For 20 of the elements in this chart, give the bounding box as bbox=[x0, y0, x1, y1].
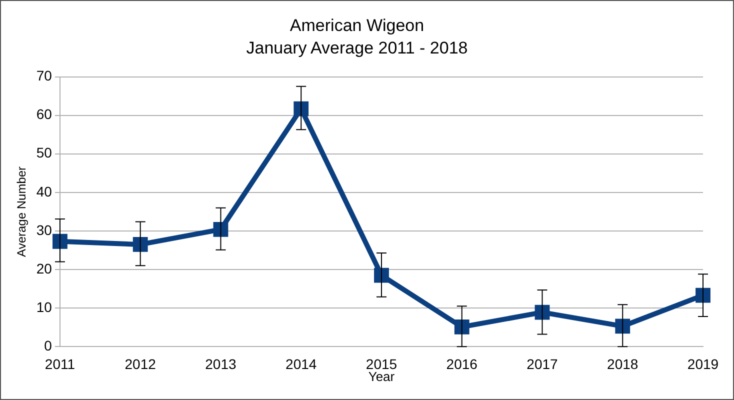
point bbox=[294, 101, 309, 116]
y-tick-label: 70 bbox=[36, 68, 52, 84]
x-tick-label: 2012 bbox=[124, 356, 156, 372]
y-tick-label: 20 bbox=[36, 260, 52, 276]
y-tick-label: 40 bbox=[36, 183, 52, 200]
chart-title: American Wigeon bbox=[290, 16, 424, 35]
y-tick-label: 50 bbox=[36, 144, 52, 161]
x-tick-label: 2011 bbox=[44, 356, 76, 372]
y-axis-title: Average Number bbox=[14, 166, 29, 257]
x-tick-label: 2016 bbox=[446, 356, 478, 372]
x-tick-label: 2019 bbox=[687, 356, 719, 372]
y-tick-label: 60 bbox=[36, 106, 52, 122]
y-tick-label: 10 bbox=[36, 298, 52, 315]
x-tick-label: 2014 bbox=[286, 356, 317, 372]
y-tick-label: 30 bbox=[36, 222, 52, 238]
x-tick-label: 2017 bbox=[526, 356, 558, 372]
x-tick-label: 2013 bbox=[205, 356, 237, 372]
x-tick-label: 2015 bbox=[366, 356, 398, 372]
x-tick-label: 2018 bbox=[607, 356, 638, 372]
y-tick-label: 0 bbox=[44, 337, 52, 354]
